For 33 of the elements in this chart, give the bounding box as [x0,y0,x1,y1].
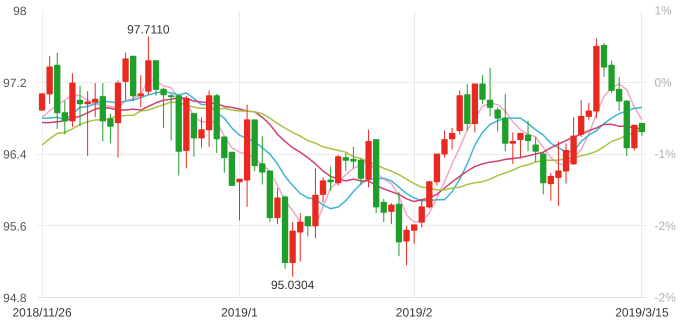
candlestick [517,132,524,158]
candlestick [631,124,638,151]
candlestick [524,120,532,152]
candlestick [486,67,494,117]
candlestick [76,85,84,127]
y2-tick-label: -2% [654,290,676,304]
candlestick [122,52,129,101]
y-tick-label: 98 [13,4,27,18]
candlestick [388,202,395,224]
candlestick [320,176,326,203]
y-tick-label: 95.6 [3,219,27,234]
candlestick [138,74,144,108]
x-tick-label: 2019/2 [396,306,433,320]
y2-tick-label: 0% [654,75,672,90]
candlestick [274,188,281,224]
x-tick-label: 2018/11/26 [12,306,72,320]
y2-tick-label: -2% [654,218,676,233]
y-tick-label: 97.2 [3,76,27,90]
annotation: 97.7110 [127,22,170,36]
candlestick [638,122,646,137]
candlestick [304,215,311,238]
candlestick [448,127,456,150]
y-tick-label: 96.4 [3,148,27,162]
y2-tick-label: 1% [654,4,672,18]
candlestick [532,136,539,163]
annotation: 95.0304 [270,278,315,292]
y-tick-label: 94.8 [3,291,27,305]
candlestick [510,132,516,164]
x-tick-label: 2019/3/15 [615,306,669,320]
y2-tick-label: -1% [654,147,676,161]
candlestick [479,74,486,104]
candlestick [327,166,334,192]
x-tick-label: 2019/1 [221,306,258,320]
